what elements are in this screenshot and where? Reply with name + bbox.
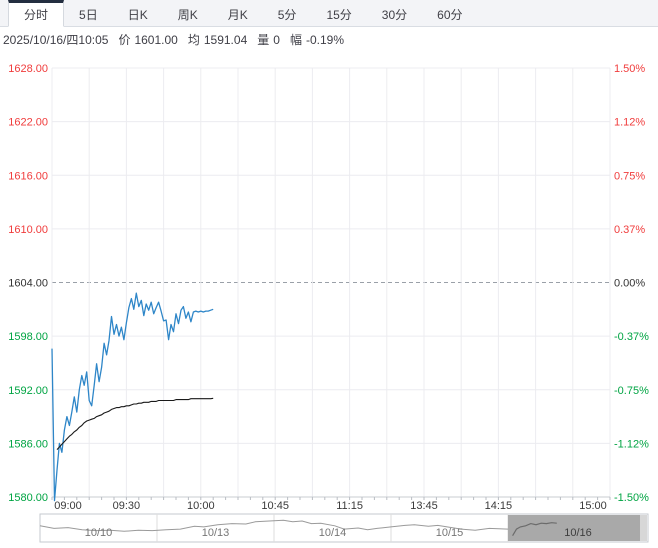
- navigator-selection[interactable]: [508, 515, 640, 541]
- y-axis-label-left: 1586.00: [8, 438, 48, 450]
- x-axis-label: 10:00: [187, 500, 215, 512]
- y-axis-label-right: 0.75%: [614, 170, 645, 182]
- quote-datetime: 2025/10/16/四10:05: [3, 33, 109, 47]
- x-axis-label: 15:00: [579, 500, 607, 512]
- average-value: 1591.04: [203, 32, 248, 47]
- price-value: 1601.00: [134, 32, 178, 47]
- intraday-chart[interactable]: 1628.00 1.50% 1622.00 1.12% 1616.00 0.75% 1610…: [0, 52, 658, 548]
- x-axis-label: 09:00: [54, 500, 82, 512]
- navigator-day-label[interactable]: 10/10: [85, 527, 113, 539]
- price-label: 价: [118, 33, 131, 47]
- y-axis-label-right: -1.12%: [614, 438, 649, 450]
- y-axis-label-left: 1580.00: [8, 492, 48, 504]
- date-navigator[interactable]: 10/10 10/13 10/14 10/15 10/16: [39, 513, 649, 543]
- y-axis-label-right: -0.75%: [614, 385, 649, 397]
- navigator-day-label[interactable]: 10/15: [436, 527, 464, 539]
- tab-15分[interactable]: 15分: [326, 7, 352, 22]
- x-axis-label: 09:30: [113, 500, 141, 512]
- tab-30分[interactable]: 30分: [381, 7, 408, 22]
- chart-period-tabs: 分时 5日 日K 周K 月K 5分 15分 30分 60分: [0, 0, 658, 27]
- x-axis-label: 14:15: [485, 500, 513, 512]
- y-axis-label-right: 1.50%: [614, 63, 645, 75]
- grid: [51, 67, 611, 500]
- navigator-day-label[interactable]: 10/13: [202, 527, 230, 539]
- change-value: -0.19%: [305, 32, 344, 47]
- average-label: 均: [187, 33, 200, 47]
- y-axis-label-right: 0.00%: [614, 278, 645, 290]
- price-line: [51, 292, 214, 502]
- tab-日K[interactable]: 日K: [127, 7, 148, 22]
- x-axis-label: 13:45: [410, 500, 438, 512]
- tab-月K[interactable]: 月K: [227, 7, 248, 22]
- x-axis-label: 11:15: [336, 500, 363, 512]
- average-line: [56, 397, 214, 450]
- y-axis-label-right: 1.12%: [614, 117, 645, 129]
- tab-分时[interactable]: 分时: [8, 0, 65, 27]
- axes: 1628.00 1.50% 1622.00 1.12% 1616.00 0.75% 1610…: [8, 63, 649, 512]
- navigator-selection-handle[interactable]: [640, 515, 647, 541]
- y-axis-label-left: 1598.00: [8, 331, 48, 343]
- navigator-overview-line: [39, 519, 509, 532]
- change-label: 幅: [289, 33, 302, 47]
- tab-5日[interactable]: 5日: [79, 7, 98, 22]
- x-axis-label: 10:45: [261, 500, 289, 512]
- navigator-day-label[interactable]: 10/14: [319, 527, 347, 539]
- y-axis-label-left: 1610.00: [8, 224, 48, 236]
- navigator-day-label[interactable]: 10/16: [564, 527, 592, 539]
- quote-status-bar: 2025/10/16/四10:05 价 1601.00 均 1591.04 量 …: [0, 27, 658, 52]
- y-axis-label-left: 1622.00: [8, 117, 48, 129]
- y-axis-label-right: 0.37%: [614, 224, 645, 236]
- volume-value: 0: [273, 32, 280, 47]
- y-axis-label-left: 1616.00: [8, 170, 48, 182]
- series: [51, 292, 214, 502]
- tab-5分[interactable]: 5分: [277, 7, 297, 22]
- y-axis-label-left: 1592.00: [8, 385, 48, 397]
- y-axis-label-left: 1628.00: [8, 63, 48, 75]
- tab-60分[interactable]: 60分: [437, 7, 463, 22]
- y-axis-label-right: -1.50%: [614, 492, 649, 504]
- y-axis-label-right: -0.37%: [614, 331, 649, 343]
- navigator-current-day-line: [512, 522, 557, 537]
- volume-label: 量: [257, 33, 270, 47]
- y-axis-label-left: 1604.00: [8, 278, 48, 290]
- tab-周K[interactable]: 周K: [177, 7, 198, 22]
